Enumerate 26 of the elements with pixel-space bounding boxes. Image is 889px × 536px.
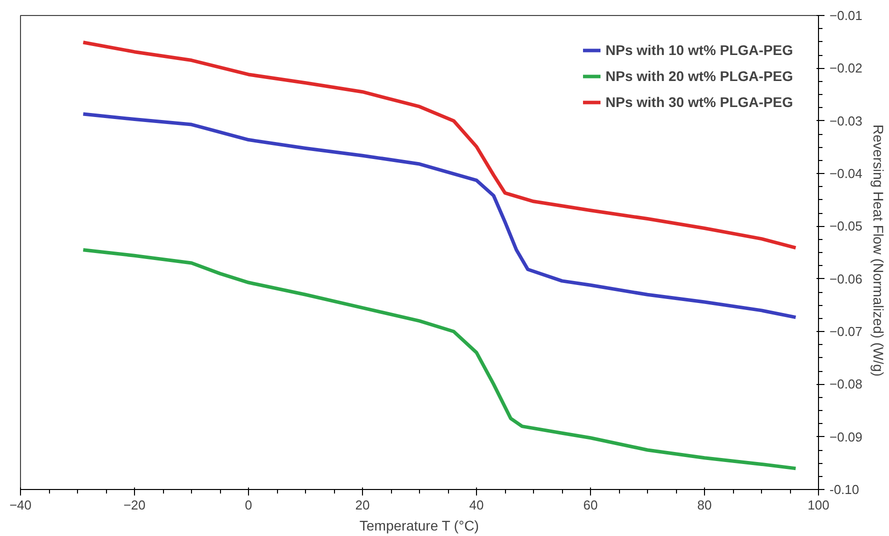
x-tick-label: 60 [583, 498, 598, 512]
legend-label: NPs with 10 wt% PLGA-PEG [606, 42, 793, 58]
x-tick-label: −20 [123, 498, 146, 512]
y-tick-label: −0.02 [830, 60, 862, 76]
y-tick-label: −0.01 [830, 8, 862, 23]
y-tick-label: −0.05 [830, 218, 862, 234]
x-tick-label: 20 [355, 498, 370, 512]
x-axis-title: Temperature T (°C) [360, 518, 479, 534]
y-axis-title: Reversing Heat Flow (Normalized) (W/g) [870, 124, 886, 377]
y-tick-label: −0.06 [830, 271, 862, 286]
y-tick-label: −0.03 [830, 113, 862, 128]
x-tick-label: 40 [469, 498, 484, 512]
x-tick-label: 80 [697, 498, 712, 512]
y-tick-label: −0.08 [830, 376, 862, 392]
y-tick-label: -0.10 [830, 482, 860, 497]
line-series [81, 40, 798, 250]
x-tick-label: 0 [244, 498, 252, 512]
y-tick-label: −0.09 [830, 429, 862, 444]
legend-label: NPs with 30 wt% PLGA-PEG [606, 94, 793, 110]
line-series [81, 112, 798, 320]
x-tick-label: 100 [808, 498, 830, 512]
line-series [81, 248, 798, 470]
y-tick-label: −0.07 [830, 324, 862, 339]
y-tick-label: −0.04 [830, 166, 862, 181]
legend-label: NPs with 20 wt% PLGA-PEG [606, 68, 793, 84]
x-tick-label: −40 [9, 498, 32, 512]
